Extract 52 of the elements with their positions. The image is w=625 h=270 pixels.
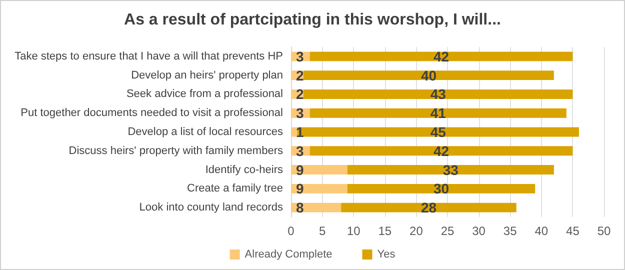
y-tick-label: Develop a list of local resources [128,126,284,138]
x-tick-label: 0 [288,224,295,238]
x-tick-label: 40 [534,224,548,238]
data-label: 43 [430,86,446,102]
y-tick-label: Look into county land records [139,202,284,214]
x-tick-label: 30 [472,224,486,238]
legend-label: Yes [377,248,396,260]
x-tick-label: 10 [346,224,361,238]
data-label: 2 [296,67,304,84]
bar [291,127,298,137]
data-label: 3 [296,105,304,122]
y-tick-label: Develop an heirs' property plan [131,69,283,82]
bar [347,165,554,174]
data-label: 41 [430,105,446,122]
data-label: 40 [420,67,437,84]
data-label: 28 [420,200,437,216]
y-tick-label: Create a family tree [187,182,283,195]
y-tick-label: Put together documents needed to visit a professional [20,107,283,120]
bar [297,127,579,137]
bar [291,165,348,174]
y-tick-label: Seek advice from a professional [126,88,283,100]
x-tick-label: 35 [503,224,518,238]
x-tick-label: 25 [440,224,454,238]
bar [291,184,348,194]
x-tick-label: 20 [410,224,424,238]
y-tick-label: Take steps to ensure that I have a will that prevents HP [14,50,283,62]
data-label: 8 [296,200,304,216]
bar [341,202,516,212]
legend-label: Already Complete [244,248,332,260]
bar [310,52,573,62]
data-label: 45 [430,124,446,140]
chart-title: As a result of partcipating in this worshop, I will... [124,12,501,28]
data-label: 9 [296,162,304,178]
x-tick-label: 15 [378,224,392,238]
data-label: 30 [433,180,450,197]
y-tick-label: Identify co-heirs [205,164,284,176]
bar [347,184,536,194]
data-label: 33 [442,162,459,178]
y-tick-label: Discuss heirs' property with family members [68,144,284,157]
bar [310,108,566,118]
x-tick-label: 5 [318,224,326,238]
data-label: 2 [296,86,304,102]
data-label: 3 [296,142,304,159]
bar [304,70,554,80]
data-label: 3 [296,48,304,64]
x-tick-label: 45 [566,224,580,238]
bar [310,146,573,156]
x-tick-label: 50 [597,224,611,238]
data-label: 9 [296,180,304,197]
data-label: 42 [433,142,450,159]
bar [304,90,573,99]
data-label: 42 [433,48,450,64]
